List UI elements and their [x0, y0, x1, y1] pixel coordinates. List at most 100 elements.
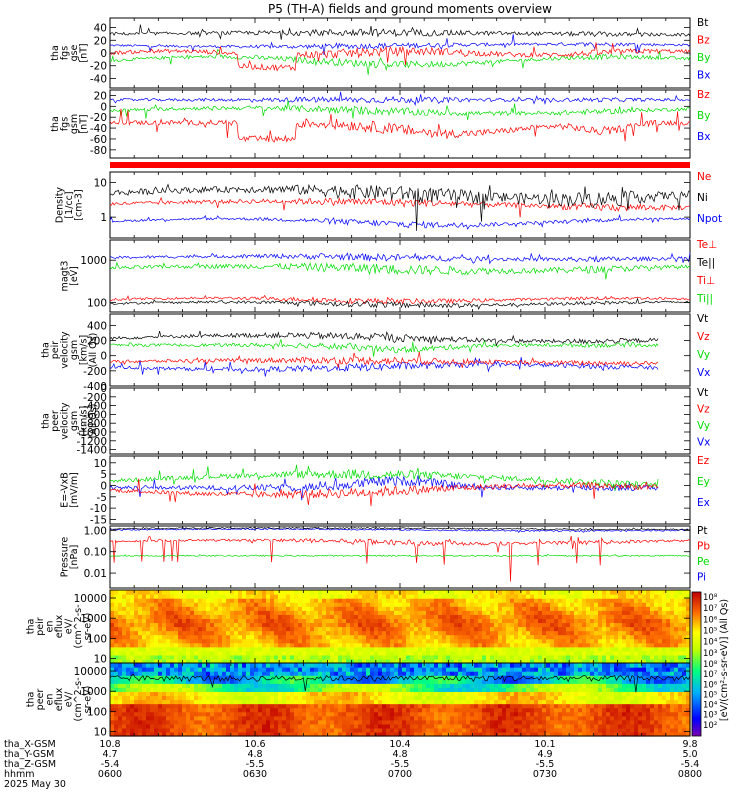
peir_eflux-cell: [250, 614, 255, 619]
peir_eflux-cell: [346, 618, 351, 623]
peir_eflux-cell: [630, 598, 635, 603]
peer_eflux-cell: [258, 679, 263, 684]
peer_eflux-cell: [138, 671, 143, 676]
peir_eflux-cell: [346, 622, 351, 627]
peir_eflux-cell: [466, 635, 471, 640]
peir_velocity-legend-3: Vx: [697, 367, 710, 379]
peir_eflux-cell: [474, 614, 479, 619]
peir_eflux-cell: [230, 602, 235, 607]
peir_eflux-cell: [158, 606, 163, 611]
peir_eflux-cell: [526, 590, 531, 595]
peer_eflux-cell: [182, 687, 187, 692]
peer_eflux-cell: [390, 716, 395, 721]
peer_eflux-cell: [310, 728, 315, 733]
peir_eflux-cell: [438, 639, 443, 644]
peir_eflux-cell: [278, 655, 283, 660]
peir_eflux-cell: [662, 627, 667, 632]
peer_eflux-cell: [298, 720, 303, 725]
peer_eflux-cell: [322, 663, 327, 668]
peer_eflux-cell: [418, 720, 423, 725]
peir_eflux-cell: [290, 651, 295, 656]
peer_eflux-cell: [150, 691, 155, 696]
peir_eflux-cell: [358, 631, 363, 636]
fgs_gsm-legend-1: By: [697, 110, 710, 122]
peir_eflux-cell: [626, 618, 631, 623]
peir_eflux-cell: [346, 602, 351, 607]
peir_eflux-cell: [502, 639, 507, 644]
peer_eflux-cell: [278, 704, 283, 709]
peir_eflux-cell: [438, 622, 443, 627]
peer_eflux-cell: [330, 695, 335, 700]
peer_eflux-cell: [330, 667, 335, 672]
peer_eflux-cell: [418, 687, 423, 692]
efield-ytick-label: 0: [100, 480, 107, 492]
peer_eflux-cell: [142, 728, 147, 733]
peir_eflux-cell: [178, 602, 183, 607]
peer_eflux-cell: [418, 679, 423, 684]
peir_eflux-cell: [366, 643, 371, 648]
peer_eflux-cell: [430, 667, 435, 672]
peer_eflux-cell: [210, 691, 215, 696]
peir_eflux-cell: [258, 647, 263, 652]
peer_eflux-cell: [454, 704, 459, 709]
peer_eflux-cell: [342, 716, 347, 721]
peer_eflux-cell: [418, 683, 423, 688]
peer_eflux-cell: [118, 728, 123, 733]
peir_eflux-cell: [210, 602, 215, 607]
peer_eflux-cell: [406, 667, 411, 672]
peir_eflux-cell: [570, 598, 575, 603]
peir_eflux-cell: [654, 622, 659, 627]
peir_eflux-cell: [310, 655, 315, 660]
fgs_gse-legend-2: By: [697, 52, 710, 64]
peir_eflux-cell: [570, 606, 575, 611]
peir_eflux-cell: [462, 635, 467, 640]
peer_eflux-cell: [178, 704, 183, 709]
peir_eflux-cell: [234, 610, 239, 615]
peer_eflux-cell: [110, 663, 115, 668]
peir_eflux-cell: [594, 618, 599, 623]
peir_eflux-cell: [142, 647, 147, 652]
peer_eflux-cell: [414, 700, 419, 705]
peir_eflux-cell: [202, 643, 207, 648]
peir_eflux-cell: [194, 618, 199, 623]
peir_eflux-cell: [350, 610, 355, 615]
peir_eflux-cell: [538, 594, 543, 599]
peir_eflux-cell: [190, 655, 195, 660]
peir_eflux-cell: [410, 651, 415, 656]
peir_eflux-cell: [586, 590, 591, 595]
peir_eflux-cell: [262, 590, 267, 595]
peer_eflux-cell: [322, 683, 327, 688]
peir_eflux-cell: [550, 647, 555, 652]
peir_eflux-cell: [134, 590, 139, 595]
peer_eflux-cell: [366, 724, 371, 729]
peir_eflux-cell: [494, 655, 499, 660]
peir_eflux-cell: [566, 627, 571, 632]
peir_eflux-cell: [182, 639, 187, 644]
peir_eflux-cell: [470, 614, 475, 619]
peir_eflux-cell: [646, 606, 651, 611]
peer_eflux-cell: [130, 708, 135, 713]
peir_eflux-cell: [558, 635, 563, 640]
peer_eflux-cell: [390, 704, 395, 709]
peer_eflux-cell: [390, 671, 395, 676]
peer_velocity-legend-0: Vt: [697, 387, 708, 399]
peir_eflux-cell: [282, 643, 287, 648]
peer_eflux-cell: [222, 704, 227, 709]
peir_eflux-cell: [250, 602, 255, 607]
peer_eflux-cell: [126, 728, 131, 733]
peir_eflux-cell: [410, 618, 415, 623]
peer_eflux-cell: [390, 683, 395, 688]
peer_eflux-cell: [358, 667, 363, 672]
peir_eflux-cell: [122, 618, 127, 623]
peir_eflux-cell: [354, 643, 359, 648]
peer_eflux-cell: [154, 704, 159, 709]
peir_eflux-cell: [494, 598, 499, 603]
peer_eflux-cell: [358, 671, 363, 676]
peir_eflux-cell: [374, 610, 379, 615]
peir_eflux-cell: [318, 639, 323, 644]
peer_eflux-cell: [134, 687, 139, 692]
peir_eflux-cell: [562, 643, 567, 648]
peer_eflux-cell: [314, 708, 319, 713]
peir_eflux-cell: [626, 631, 631, 636]
peir_eflux-cell: [562, 606, 567, 611]
